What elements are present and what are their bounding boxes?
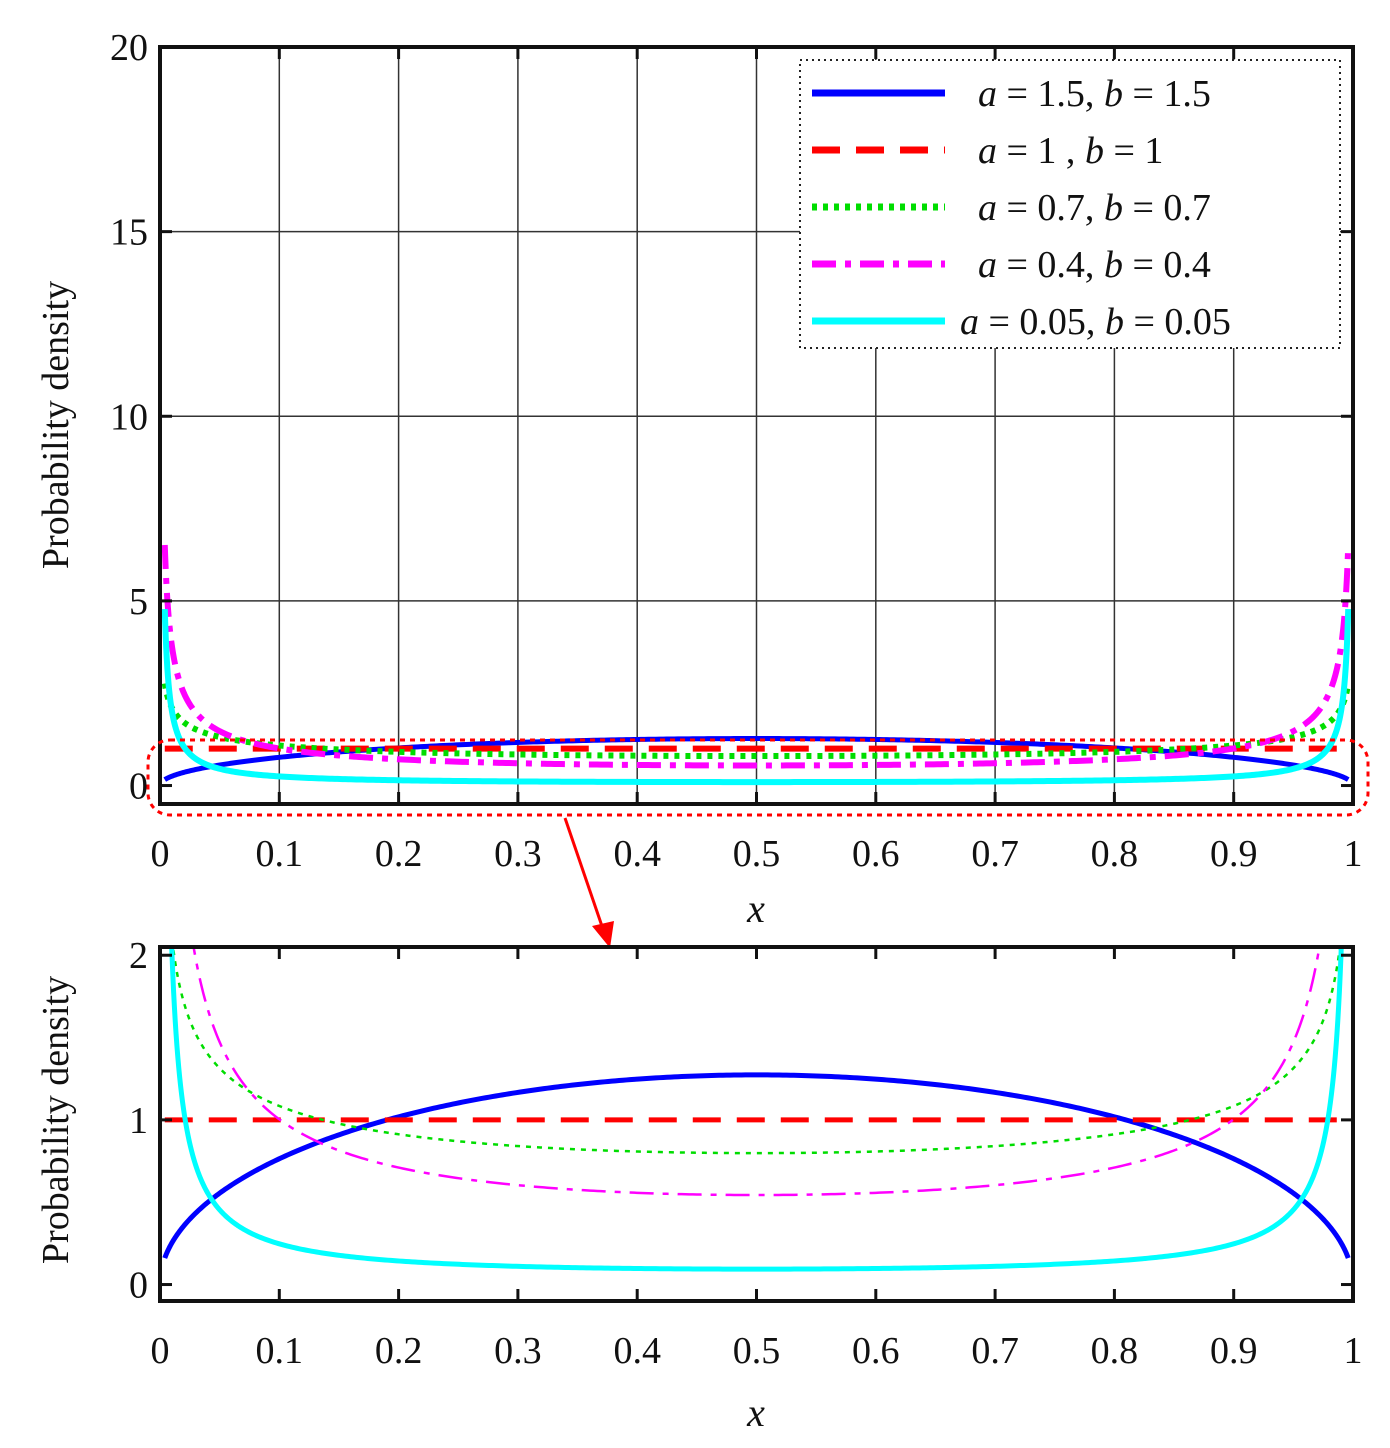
bottom-x-tick-labels: 0 0.1 0.2 0.3 0.4 0.5 0.6 0.7 0.8 0.9 1 [151,1330,1363,1372]
bottom-x-tick-label: 0.1 [256,1330,304,1372]
top-x-tick-label: 0.1 [256,833,304,875]
top-y-tick-label: 0 [129,766,148,808]
top-y-tick-label: 10 [110,396,148,438]
top-y-axis-label: Probability density [35,281,77,569]
top-x-tick-label: 0.7 [971,833,1019,875]
top-chart-panel: 0 0.1 0.2 0.3 0.4 0.5 0.6 0.7 0.8 0.9 1 0 5 10 15 20 x… [35,27,1370,948]
bottom-x-tick-label: 0.3 [494,1330,542,1372]
legend-label-4: a = 0.4, b = 0.4 [978,244,1211,286]
top-x-tick-label: 0.2 [375,833,423,875]
bottom-plot-area [160,947,1353,1301]
top-x-tick-label: 0 [151,833,170,875]
top-series-line-4 [161,544,1352,769]
top-x-tick-label: 0.9 [1210,833,1258,875]
legend-label-5: a = 0.05, b = 0.05 [960,301,1231,343]
bottom-chart-panel: 0 0.1 0.2 0.3 0.4 0.5 0.6 0.7 0.8 0.9 1 0 1 2 x Prob… [35,935,1363,1435]
bottom-y-tick-label: 0 [129,1265,148,1307]
bottom-ticks [160,947,1353,1301]
top-series-line-1 [162,736,1351,782]
bottom-x-tick-label: 0.5 [733,1330,781,1372]
top-x-tick-labels: 0 0.1 0.2 0.3 0.4 0.5 0.6 0.7 0.8 0.9 1 [151,833,1363,875]
top-x-tick-label: 0.5 [733,833,781,875]
top-x-tick-label: 0.3 [494,833,542,875]
bottom-y-tick-labels: 0 1 2 [129,935,148,1306]
legend-label-2: a = 1 , b = 1 [978,130,1163,172]
top-y-tick-labels: 0 5 10 15 20 [110,27,148,808]
bottom-x-tick-label: 0.8 [1091,1330,1139,1372]
top-x-tick-label: 0.4 [613,833,661,875]
top-series-line-5 [161,608,1352,786]
zoom-region-highlight [146,738,1370,817]
bottom-series-line-5 [169,947,1344,1272]
legend: a = 1.5, b = 1.5 a = 1 , b = 1 a = 0.7, b … [799,59,1341,349]
top-y-tick-label: 20 [110,27,148,69]
top-x-tick-label: 0.8 [1091,833,1139,875]
bottom-y-tick-label: 2 [129,935,148,977]
top-y-tick-label: 15 [110,212,148,254]
legend-label-3: a = 0.7, b = 0.7 [978,187,1211,229]
bottom-x-tick-label: 0.6 [852,1330,900,1372]
top-ticks [160,45,1353,804]
legend-label-1: a = 1.5, b = 1.5 [978,73,1211,115]
bottom-x-tick-label: 0.2 [375,1330,423,1372]
zoom-arrow-line [563,817,607,936]
top-x-tick-label: 0.6 [852,833,900,875]
bottom-x-tick-label: 0.9 [1210,1330,1258,1372]
bottom-x-axis-label: x [746,1390,765,1435]
top-x-axis-label: x [746,886,765,931]
bottom-x-tick-label: 1 [1344,1330,1363,1372]
zoom-arrow-head [592,921,614,948]
top-x-tick-label: 1 [1344,833,1363,875]
bottom-x-tick-label: 0 [151,1330,170,1372]
bottom-y-tick-label: 1 [129,1100,148,1142]
top-curves [161,544,1352,786]
top-y-tick-label: 5 [129,581,148,623]
bottom-y-axis-label: Probability density [35,976,77,1264]
bottom-series-line-1 [162,1072,1351,1260]
bottom-x-tick-label: 0.7 [971,1330,1019,1372]
bottom-series-line-4 [192,947,1321,1197]
bottom-curves [162,947,1351,1272]
bottom-x-tick-label: 0.4 [613,1330,661,1372]
